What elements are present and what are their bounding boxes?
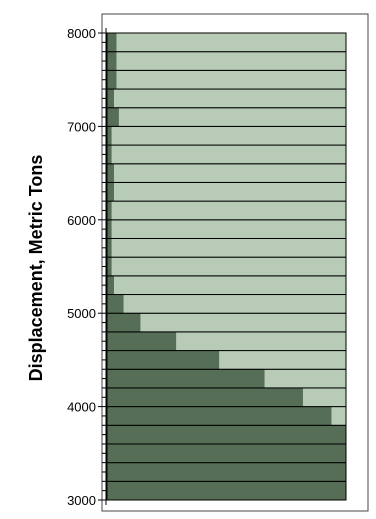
bar-segment-3900-0	[107, 406, 332, 426]
bar-segment-6900-1	[111, 126, 346, 146]
y-axis-title: Displacement, Metric Tons	[26, 155, 46, 382]
bar-segment-7300-0	[107, 89, 115, 108]
bar-segment-7500-0	[107, 70, 117, 90]
bar-segment-4900-1	[140, 313, 346, 332]
bar-segment-6500-1	[114, 163, 346, 183]
y-tick-label-7000: 7000	[67, 119, 96, 134]
y-tick-label-3000: 3000	[67, 493, 96, 508]
bar-segment-7500-1	[116, 70, 346, 90]
bar-segment-7300-1	[114, 89, 346, 108]
bar-segment-6300-0	[107, 182, 115, 202]
bar-segment-3300-0	[107, 462, 346, 482]
bar-segment-6300-1	[114, 182, 346, 202]
bar-segment-5700-1	[111, 238, 346, 258]
bar-segment-4900-0	[107, 313, 141, 332]
y-tick-label-6000: 6000	[67, 213, 96, 228]
bar-segment-5100-1	[123, 294, 346, 314]
bar-segment-4300-0	[107, 369, 265, 388]
bar-segment-5300-0	[107, 275, 115, 295]
bar-outline-7900	[106, 32, 347, 53]
bar-segment-7700-0	[107, 51, 117, 71]
bar-segment-4500-0	[107, 350, 220, 370]
bar-segment-3900-1	[331, 406, 346, 426]
bar-segment-3100-0	[107, 481, 346, 500]
bar-segment-4100-0	[107, 387, 303, 407]
y-tick-label-5000: 5000	[67, 306, 96, 321]
bar-segment-7700-1	[116, 51, 346, 71]
bar-segment-7100-1	[118, 107, 346, 127]
bar-segment-5100-0	[107, 294, 124, 314]
bars-group	[106, 32, 347, 501]
bar-segment-7900-0	[107, 33, 117, 52]
y-axis-ticks	[98, 32, 106, 501]
y-axis-tick-labels: 3000 4000 5000 6000 7000 8000	[67, 26, 96, 508]
bar-segment-5500-0	[107, 257, 112, 276]
bar-segment-5900-1	[111, 219, 346, 239]
bar-segment-5700-0	[107, 238, 112, 258]
bar-segment-6900-0	[107, 126, 112, 146]
bar-segment-6700-0	[107, 145, 112, 164]
bar-segment-5500-1	[111, 257, 346, 276]
bar-segment-5300-1	[114, 275, 346, 295]
bar-segment-6500-0	[107, 163, 115, 183]
bar-segment-6100-0	[107, 201, 112, 220]
bar-segment-6700-1	[111, 145, 346, 164]
bar-segment-7100-0	[107, 107, 119, 127]
bar-segment-4100-1	[302, 387, 346, 407]
bar-segment-6100-1	[111, 201, 346, 220]
bar-segment-3500-0	[107, 443, 346, 463]
bar-segment-4700-0	[107, 331, 177, 351]
bar-segment-4500-1	[219, 350, 346, 370]
bar-segment-4300-1	[264, 369, 346, 388]
bar-segment-4700-1	[176, 331, 346, 351]
bar-segment-3700-0	[107, 425, 346, 444]
bar-segment-7900-1	[116, 33, 346, 52]
y-tick-label-4000: 4000	[67, 400, 96, 415]
bar-segment-5900-0	[107, 219, 112, 239]
y-tick-label-8000: 8000	[67, 26, 96, 41]
